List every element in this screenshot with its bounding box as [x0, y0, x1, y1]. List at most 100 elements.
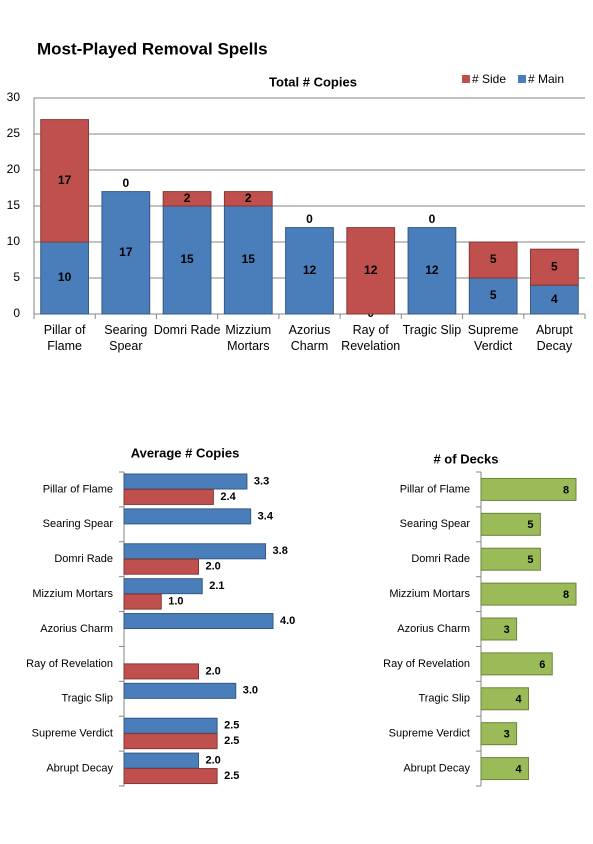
- bar-segment: [530, 248, 579, 286]
- y-tick-label: Searing Spear: [400, 518, 471, 530]
- data-label: 5: [527, 554, 533, 566]
- bar: [123, 682, 237, 699]
- data-label: 0: [306, 212, 313, 226]
- legend-swatch: [462, 75, 470, 83]
- legend-label: # Side: [472, 72, 506, 86]
- data-label: 2.5: [224, 735, 239, 747]
- bar-segment: [346, 227, 396, 315]
- data-label: 2: [184, 191, 191, 205]
- bar-segment: [223, 205, 273, 315]
- x-tick-label: Tragic Slip: [402, 323, 462, 337]
- bar-segment: [40, 119, 89, 243]
- x-tick-label: Azorius Charm: [288, 323, 331, 353]
- y-tick-label: Pillar of Flame: [43, 483, 113, 495]
- bar-segment: [468, 241, 518, 279]
- x-tick-label: Ray of Revelation: [341, 323, 401, 353]
- bar: [123, 613, 274, 630]
- y-tick-label: 25: [7, 126, 21, 140]
- y-tick-label: 0: [13, 306, 20, 320]
- bar: [123, 558, 199, 575]
- x-tick-label: Domri Rade: [153, 323, 221, 337]
- data-label: 2.0: [206, 665, 221, 677]
- data-label: 5: [490, 252, 497, 266]
- bar: [123, 578, 203, 595]
- bar-segment: [285, 227, 334, 315]
- data-label: 12: [364, 263, 378, 277]
- legend-label: # Main: [528, 72, 564, 86]
- data-label: 1.0: [168, 596, 183, 608]
- bar: [480, 652, 553, 676]
- y-tick-label: Abrupt Decay: [46, 762, 113, 774]
- bar: [123, 733, 218, 750]
- bar: [123, 752, 199, 769]
- data-label: 3: [504, 624, 510, 636]
- y-tick-label: 10: [7, 234, 21, 248]
- data-label: 15: [180, 252, 194, 266]
- y-tick-label: Tragic Slip: [61, 693, 113, 705]
- bar: [480, 757, 529, 781]
- bar: [480, 582, 577, 606]
- data-label: 4: [551, 292, 558, 306]
- bar: [480, 617, 518, 641]
- y-tick-label: 5: [13, 270, 20, 284]
- x-tick-label: Abrupt Decay: [535, 323, 573, 353]
- data-label: 2.4: [220, 491, 236, 503]
- bar: [123, 543, 267, 560]
- bar-segment: [101, 191, 151, 315]
- chart-title: # of Decks: [433, 451, 498, 466]
- bar-segment: [162, 205, 212, 315]
- data-label: 4.0: [280, 615, 295, 627]
- data-label: 2.5: [224, 770, 239, 782]
- bar: [123, 717, 218, 734]
- y-tick-label: 30: [7, 90, 21, 104]
- y-tick-label: Tragic Slip: [418, 693, 470, 705]
- data-label: 4: [515, 694, 522, 706]
- data-label: 15: [242, 252, 256, 266]
- bar-segment: [468, 277, 518, 315]
- x-tick-label: Mizzium Mortars: [225, 323, 272, 353]
- bar: [123, 768, 218, 785]
- y-tick-label: Azorius Charm: [397, 623, 470, 635]
- data-label: 2: [245, 191, 252, 205]
- data-label: 2.5: [224, 720, 239, 732]
- data-label: 8: [563, 484, 569, 496]
- bar-segment: [162, 191, 212, 207]
- x-tick-label: Searing Spear: [104, 323, 148, 353]
- bar-segment: [407, 227, 457, 315]
- bar: [123, 473, 248, 490]
- y-tick-label: Abrupt Decay: [403, 762, 470, 774]
- data-label: 0: [122, 176, 129, 190]
- y-tick-label: 20: [7, 162, 21, 176]
- page-title: Most-Played Removal Spells: [37, 39, 268, 58]
- data-label: 3.3: [254, 475, 269, 487]
- data-label: 10: [58, 270, 72, 284]
- bar: [480, 687, 529, 711]
- y-tick-label: Azorius Charm: [40, 623, 113, 635]
- bar: [480, 547, 541, 571]
- data-label: 3.4: [258, 510, 274, 522]
- legend-swatch: [518, 75, 526, 83]
- data-label: 2.0: [206, 561, 221, 573]
- data-label: 17: [119, 245, 133, 259]
- y-tick-label: Pillar of Flame: [400, 483, 470, 495]
- data-label: 2.1: [209, 580, 224, 592]
- chart-title: Total # Copies: [269, 74, 357, 89]
- bar: [480, 512, 541, 536]
- data-label: 5: [551, 259, 558, 273]
- y-tick-label: 15: [7, 198, 21, 212]
- bar: [123, 508, 252, 525]
- x-tick-label: Pillar of Flame: [43, 323, 86, 353]
- bar: [123, 593, 162, 610]
- y-tick-label: Mizzium Mortars: [32, 588, 113, 600]
- data-label: 5: [527, 519, 533, 531]
- y-tick-label: Domri Rade: [54, 553, 113, 565]
- data-label: 5: [490, 288, 497, 302]
- y-tick-label: Searing Spear: [43, 518, 114, 530]
- bar-segment: [223, 191, 273, 207]
- data-label: 6: [539, 659, 545, 671]
- y-tick-label: Domri Rade: [411, 553, 470, 565]
- data-label: 3.8: [273, 545, 288, 557]
- bar: [123, 663, 199, 680]
